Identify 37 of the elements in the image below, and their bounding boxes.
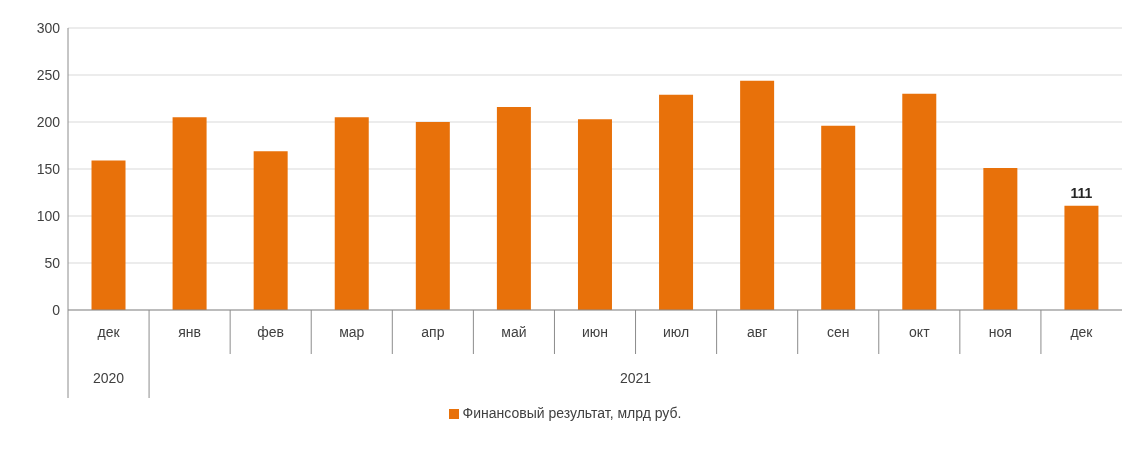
- bar: [172, 117, 207, 310]
- data-label: 111: [1070, 184, 1093, 201]
- bar: [577, 119, 612, 310]
- x-tick-label: июл: [662, 324, 690, 340]
- bar: [821, 125, 856, 310]
- text: 2020: [91, 370, 126, 386]
- x-tick-label: сен: [826, 324, 850, 340]
- bar: [983, 168, 1018, 310]
- x-tick-label: апр: [421, 324, 445, 340]
- x-tick-label: мар: [339, 324, 365, 340]
- bar: [496, 106, 531, 310]
- bar: [740, 80, 775, 310]
- bar: [415, 122, 450, 310]
- text: 2021: [618, 370, 653, 386]
- x-tick-label: фев: [257, 324, 285, 340]
- x-tick-label: авг: [746, 324, 768, 340]
- y-tick-label: 0: [52, 301, 61, 318]
- x-tick-label: май: [501, 324, 527, 340]
- bar: [659, 94, 694, 310]
- bar: [902, 93, 937, 310]
- y-tick-label: 200: [36, 113, 61, 130]
- x-tick-label: ноя: [988, 324, 1012, 340]
- y-tick-label: 250: [36, 66, 61, 83]
- bar: [253, 151, 288, 310]
- legend-label: Финансовый результат, млрд руб.: [462, 405, 682, 421]
- x-tick-label: июн: [581, 324, 609, 340]
- y-tick-label: 100: [36, 207, 61, 224]
- x-tick-label: дек: [1070, 324, 1094, 340]
- bar: [1064, 205, 1099, 310]
- x-tick-label: окт: [909, 324, 931, 340]
- bar: [334, 117, 369, 310]
- y-tick-label: 150: [36, 160, 61, 177]
- x-tick-label: дек: [97, 324, 121, 340]
- bar: [91, 160, 126, 310]
- y-tick-label: 300: [36, 19, 61, 36]
- x-tick-label: янв: [178, 324, 201, 340]
- y-tick-label: 50: [44, 254, 61, 271]
